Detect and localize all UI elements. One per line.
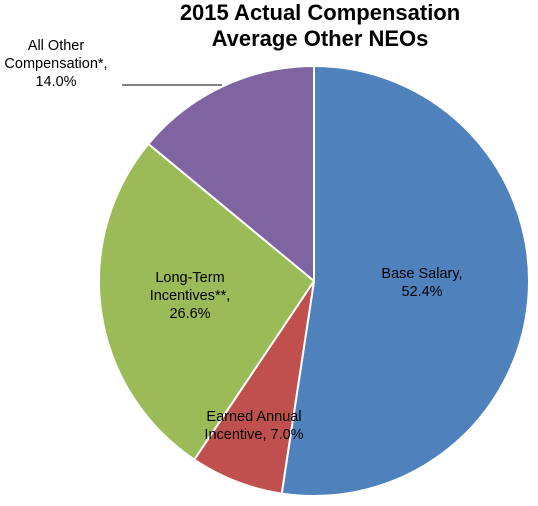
- chart-title: 2015 Actual Compensation: [180, 0, 460, 25]
- chart-subtitle: Average Other NEOs: [212, 26, 429, 51]
- pie-slice-all-other-compensation: [146, 64, 315, 284]
- data-label-all-other-compensation: All Other Compensation*, 14.0%: [4, 38, 107, 90]
- data-label-earned-annual-incentive: Earned Annual Incentive, 7.0%: [204, 409, 303, 443]
- pie-slice-long-term-incentives: [98, 142, 316, 461]
- pie-slices: [98, 64, 530, 497]
- data-label-base-salary: Base Salary, 52.4%: [381, 266, 462, 300]
- pie-labels: Base Salary, 52.4% Earned Annual Incentive,…: [4, 38, 462, 443]
- data-label-long-term-incentives: Long-Term Incentives**, 26.6%: [150, 270, 231, 322]
- pie-slice-base-salary: [280, 64, 530, 497]
